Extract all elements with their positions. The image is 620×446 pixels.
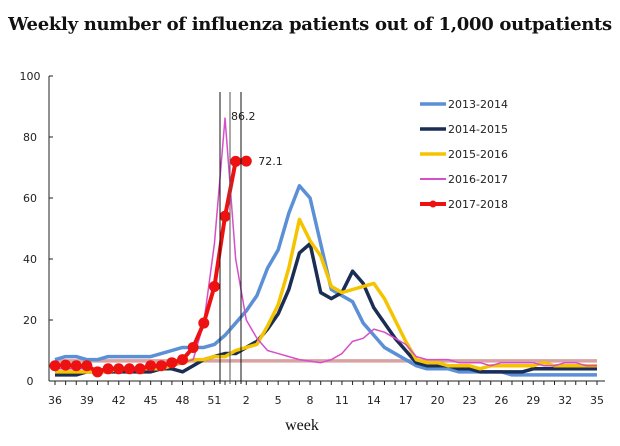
series-2017-2018 [49, 155, 252, 378]
x-tick-label: 26 [494, 394, 508, 407]
data-point [123, 363, 135, 375]
legend-label: 2015-2016 [448, 148, 508, 161]
data-point [102, 363, 114, 375]
y-tick-label: 60 [23, 192, 37, 205]
x-tick-label: 29 [526, 394, 540, 407]
legend-label: 2013-2014 [448, 98, 508, 111]
x-tick-label: 32 [558, 394, 572, 407]
annotation-label: 86.2 [231, 110, 256, 123]
data-point [219, 210, 231, 222]
series-line [54, 184, 597, 377]
x-tick-label: 11 [335, 394, 349, 407]
data-point [92, 366, 104, 378]
chart-title: Weekly number of influenza patients out … [8, 14, 612, 35]
legend: 2013-2014 2014-2015 2015-2016 2016-2017 2017… [420, 98, 508, 211]
data-point [187, 341, 199, 353]
legend-label: 2017-2018 [448, 198, 508, 211]
vertical-markers [219, 92, 242, 384]
data-point [134, 363, 146, 375]
legend-marker [429, 200, 437, 208]
y-tick-label: 20 [23, 314, 37, 327]
data-point [155, 360, 167, 372]
y-tick-label: 40 [23, 253, 37, 266]
x-axis-label: week [285, 417, 319, 434]
y-tick-label: 0 [27, 375, 34, 388]
x-tick-label: 48 [176, 394, 190, 407]
x-tick-label: 51 [207, 394, 221, 407]
legend-item: 2013-2014 [420, 98, 508, 111]
x-tick-label: 42 [112, 394, 126, 407]
x-tick-label: 5 [275, 394, 282, 407]
x-tick-label: 23 [462, 394, 476, 407]
legend-item: 2017-2018 [420, 198, 508, 211]
series-2014-2015 [55, 242, 597, 377]
data-point [166, 357, 178, 369]
series-line [55, 117, 597, 370]
x-tick-label: 20 [431, 394, 445, 407]
data-point [230, 155, 242, 167]
x-tick-label: 35 [590, 394, 604, 407]
x-tick-label: 36 [48, 394, 62, 407]
data-point [177, 354, 189, 366]
data-point [49, 360, 61, 372]
annotations: 86.2 72.1 [231, 110, 283, 168]
x-tick-label: 17 [399, 394, 413, 407]
axes [48, 76, 605, 382]
y-ticks: 0 20 40 60 80 100 [20, 70, 53, 388]
data-point [240, 155, 252, 167]
legend-label: 2014-2015 [448, 123, 508, 136]
series-line [55, 242, 597, 377]
legend-item: 2016-2017 [420, 173, 508, 186]
legend-label: 2016-2017 [448, 173, 508, 186]
x-tick-label: 2 [243, 394, 250, 407]
data-point [198, 317, 210, 329]
data-point [113, 363, 125, 375]
legend-item: 2015-2016 [420, 148, 508, 161]
series-2013-2014 [54, 184, 597, 377]
series-2016-2017 [55, 117, 597, 370]
legend-item: 2014-2015 [420, 123, 508, 136]
y-tick-label: 100 [20, 70, 41, 83]
x-tick-label: 39 [80, 394, 94, 407]
x-tick-label: 45 [144, 394, 158, 407]
data-point [70, 360, 82, 372]
data-point [145, 360, 157, 372]
data-point [81, 360, 93, 372]
series-layer [49, 117, 597, 378]
x-tick-label: 8 [307, 394, 314, 407]
y-tick-label: 80 [23, 131, 37, 144]
data-point [60, 359, 72, 371]
x-tick-label: 14 [367, 394, 381, 407]
x-ticks: 36 39 42 45 48 51 2 5 8 11 14 17 20 23 26 29 32 35 [48, 381, 604, 407]
annotation-label: 72.1 [258, 155, 283, 168]
data-point [208, 280, 220, 292]
